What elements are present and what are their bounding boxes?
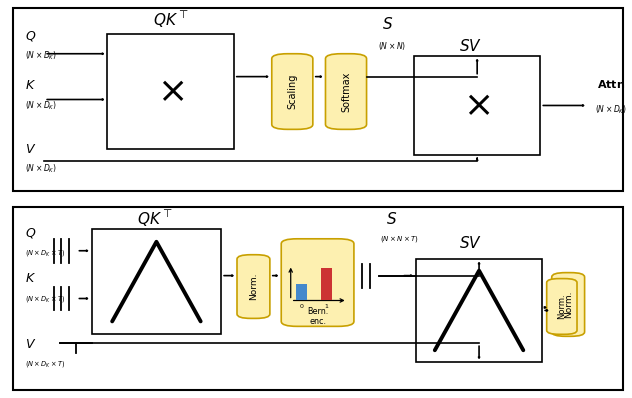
Text: $(N \times N)$: $(N \times N)$ [378, 40, 406, 52]
Text: $\times$: $\times$ [463, 88, 491, 123]
Bar [414, 56, 540, 155]
Text: Scaling: Scaling [288, 74, 297, 109]
FancyBboxPatch shape [237, 255, 270, 318]
Text: $Q$: $Q$ [25, 226, 37, 240]
FancyBboxPatch shape [552, 273, 585, 336]
Text: Norm.: Norm. [557, 294, 566, 319]
Text: $\mathbf{Attn}$: $\mathbf{Attn}$ [597, 78, 626, 90]
Bar [92, 229, 221, 334]
Text: $Q$: $Q$ [25, 29, 37, 43]
Text: $V$: $V$ [25, 143, 37, 156]
Text: $(N \times N \times T)$: $(N \times N \times T)$ [380, 234, 419, 244]
Text: 0: 0 [300, 304, 303, 309]
Text: Norm.: Norm. [249, 273, 258, 300]
Text: $(N \times D_K)$: $(N \times D_K)$ [25, 49, 58, 62]
Text: Softmax: Softmax [341, 71, 351, 112]
Bar [296, 284, 307, 300]
Text: $QK^\top$: $QK^\top$ [137, 209, 173, 229]
Text: $(N \times D_K)$: $(N \times D_K)$ [25, 163, 58, 176]
Text: Norm.: Norm. [564, 291, 573, 318]
FancyBboxPatch shape [281, 239, 354, 326]
Text: $V$: $V$ [25, 338, 37, 351]
Text: $S$: $S$ [382, 16, 394, 32]
Text: $(N \times D_K)$: $(N \times D_K)$ [595, 103, 628, 116]
Text: $K$: $K$ [25, 272, 36, 285]
Text: $(N \times D_K \times T)$: $(N \times D_K \times T)$ [25, 293, 66, 304]
Text: $SV$: $SV$ [459, 38, 482, 54]
Text: 1: 1 [325, 304, 329, 309]
Bar [416, 259, 542, 362]
Text: $(N \times D_K \times T)$: $(N \times D_K \times T)$ [25, 248, 66, 258]
Text: $SV$: $SV$ [459, 235, 482, 251]
Bar [107, 34, 234, 149]
Text: $(N \times D_K)$: $(N \times D_K)$ [25, 99, 58, 112]
Text: $QK^\top$: $QK^\top$ [153, 10, 188, 30]
Text: $(N \times D_K \times T)$: $(N \times D_K \times T)$ [25, 359, 66, 369]
Text: $K$: $K$ [25, 79, 36, 92]
Text: $\times$: $\times$ [157, 74, 185, 109]
FancyBboxPatch shape [325, 54, 367, 129]
FancyBboxPatch shape [272, 54, 313, 129]
Text: Bern.
enc.: Bern. enc. [307, 307, 328, 326]
FancyBboxPatch shape [547, 279, 577, 334]
Text: $S$: $S$ [386, 211, 397, 227]
Bar [321, 268, 332, 300]
